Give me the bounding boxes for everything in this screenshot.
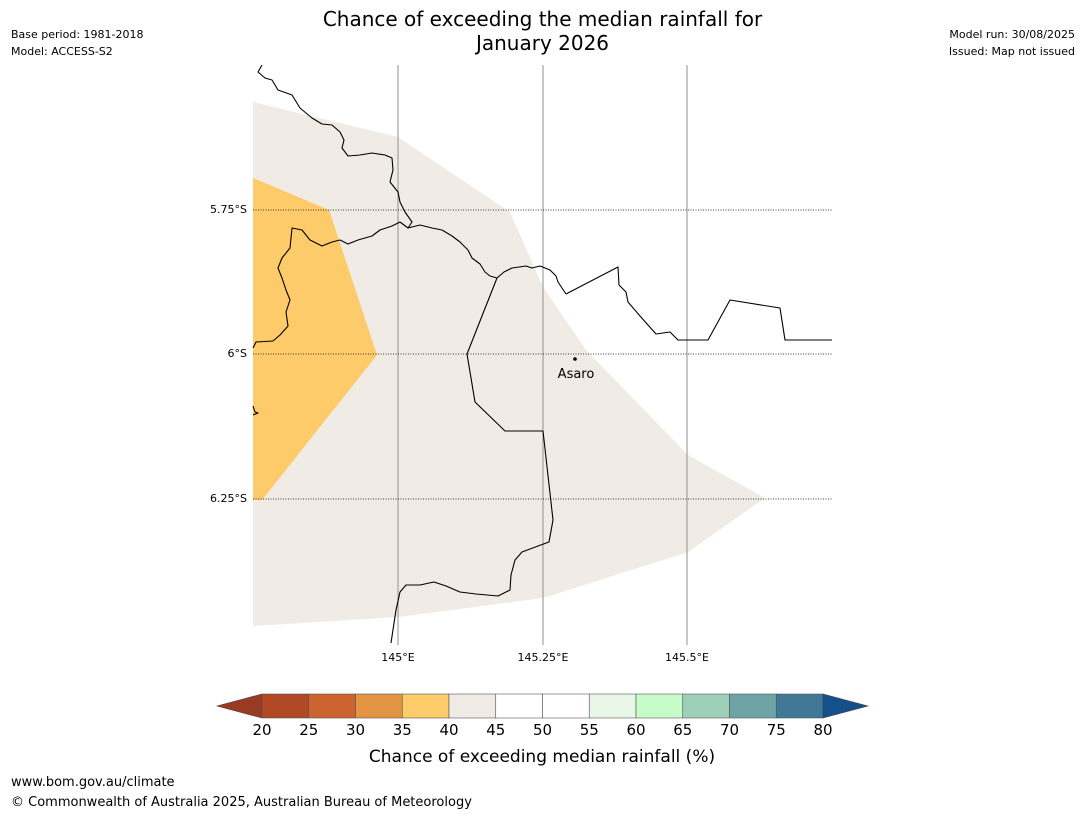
colorbar-tick-label: 70 [720,721,739,739]
colorbar-bin [682,693,730,719]
colorbar-bin [635,693,684,719]
lon-label: 145.25°E [518,651,569,664]
province-boundaries [252,64,832,644]
base-period-text: Base period: 1981-2018 [11,28,144,41]
boundary-inner [390,277,554,644]
issued-text: Issued: Map not issued [948,45,1075,58]
boundary-northeast [565,266,832,341]
model-run-text: Model run: 30/08/2025 [949,28,1075,41]
meta-left: Base period: 1981-2018 Model: ACCESS-S2 [11,26,143,60]
town-label: Asaro [558,367,595,382]
colorbar-bin [308,693,356,719]
colorbar-bin [729,693,777,719]
colorbar-bin [355,693,403,719]
colorbar-tick-label: 80 [813,721,832,739]
colorbar-bin [542,693,590,719]
colorbar-bins [261,693,824,719]
colorbar-bin [401,693,450,719]
model-text: Model: ACCESS-S2 [11,45,113,58]
colorbar-over-arrow [822,693,870,719]
boundary-west-north [257,64,567,295]
region-40-45 [253,102,765,626]
colorbar-tick-label: 20 [252,721,271,739]
region-35-40 [253,178,377,500]
colorbar-tick-label: 60 [626,721,645,739]
colorbar-bin [775,693,824,719]
colorbar-under-arrow [215,693,263,719]
colorbar-tick-label: 30 [346,721,365,739]
colorbar-tick-label: 45 [486,721,505,739]
colorbar-bin [588,693,637,719]
lat-label: 6.25°S [210,492,247,505]
colorbar-tick-label: 55 [580,721,599,739]
colorbar-bin [495,693,543,719]
colorbar-title: Chance of exceeding median rainfall (%) [369,747,715,767]
colorbar-tick-label: 40 [439,721,458,739]
colorbar-tick-label: 25 [299,721,318,739]
title-line-2: January 2026 [475,31,610,55]
colorbar-ticks: 20 25 30 35 40 45 50 55 60 65 70 75 80 [252,721,832,739]
meta-right: Model run: 30/08/2025 Issued: Map not is… [949,26,1075,60]
parallels [253,209,832,500]
lat-label: 6°S [228,347,247,360]
colorbar-tick-label: 50 [533,721,552,739]
lon-label: 145.5°E [665,651,709,664]
title-line-1: Chance of exceeding the median rainfall … [322,7,763,31]
boundary-west-edge [252,405,259,416]
boundary-central-west [252,221,409,349]
footer-url: www.bom.gov.au/climate [11,775,175,790]
colorbar-tick-label: 75 [767,721,786,739]
colorbar-tick-label: 65 [673,721,692,739]
colorbar: 20 25 30 35 40 45 50 55 60 65 70 75 80 [215,693,870,739]
colorbar-tick-label: 35 [393,721,412,739]
lat-label: 5.75°S [210,203,247,216]
map-title: Chance of exceeding the median rainfall … [0,7,1085,55]
meridians [397,65,688,645]
town-marker [573,357,577,361]
lon-label: 145°E [381,651,414,664]
footer-copyright: © Commonwealth of Australia 2025, Austra… [11,795,472,810]
colorbar-bin [448,693,497,719]
colorbar-bin [261,693,310,719]
